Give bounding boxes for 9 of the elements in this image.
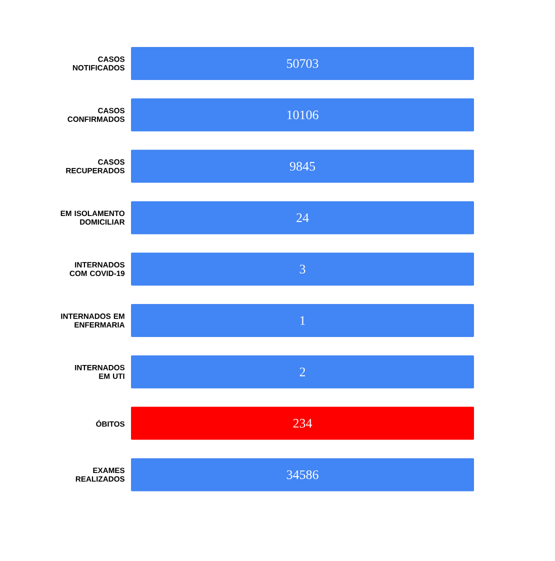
data-label: 2 <box>300 368 306 376</box>
data-label: 234 <box>293 418 312 428</box>
data-label: 9845 <box>290 162 315 171</box>
data-label: 1 <box>300 316 305 325</box>
data-label: 24 <box>296 213 309 222</box>
data-label: 50703 <box>287 59 318 68</box>
data-label: 3 <box>300 264 306 274</box>
data-label: 10106 <box>287 110 318 120</box>
data-label: 34586 <box>286 470 318 480</box>
